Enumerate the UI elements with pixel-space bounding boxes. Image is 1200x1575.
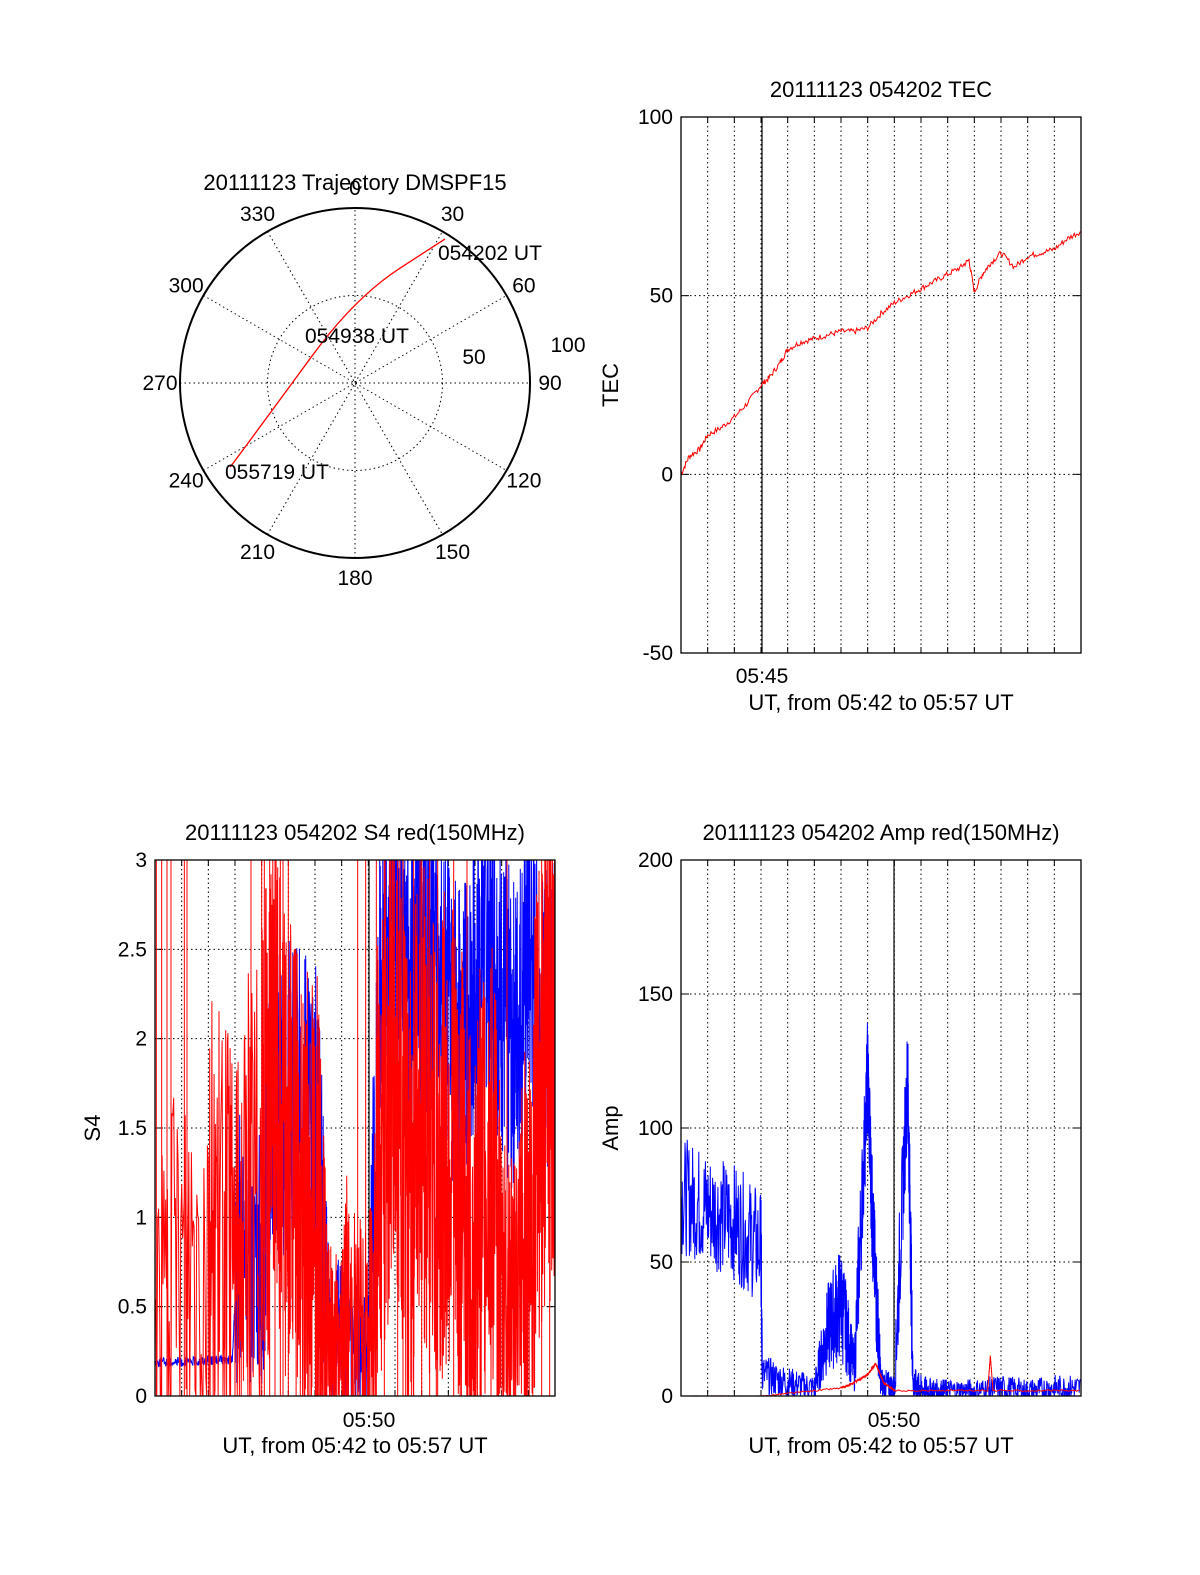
amp-plot: 20111123 054202 Amp red(150MHz) Amp 05:5… — [598, 820, 1082, 1458]
s4-xlabel: UT, from 05:42 to 05:57 UT — [222, 1433, 487, 1458]
s4-plot-frame — [154, 859, 556, 1397]
polar-azimuth-label: 300 — [169, 275, 204, 298]
tec-ylabel: TEC — [598, 363, 623, 407]
s4-ytick-label: 0 — [135, 1385, 147, 1408]
tec-ytick-label: -50 — [643, 642, 673, 665]
tec-ytick-label: 100 — [638, 106, 673, 129]
polar-azimuth-label: 180 — [337, 567, 372, 590]
polar-azimuth-label: 60 — [512, 275, 535, 298]
s4-ylabel: S4 — [80, 1115, 105, 1142]
ring-label-100: 100 — [550, 334, 585, 357]
amp-ylabel: Amp — [598, 1105, 623, 1150]
s4-ytick-label: 3 — [135, 849, 147, 872]
polar-azimuth-label: 150 — [435, 541, 470, 564]
s4-ytick-label: 1.5 — [118, 1117, 147, 1140]
amp-ytick-label: 50 — [650, 1251, 673, 1274]
s4-ytick-label: 1 — [135, 1206, 147, 1229]
polar-azimuth-label: 240 — [169, 470, 204, 493]
s4-xtick-label: 05:50 — [343, 1409, 396, 1432]
amp-plot-frame — [680, 859, 1082, 1397]
tec-ytick-label: 0 — [661, 463, 673, 486]
amp-series-0 — [681, 1022, 1081, 1396]
polar-grid — [180, 208, 530, 558]
amp-ytick-label: 200 — [638, 849, 673, 872]
s4-ytick-label: 0.5 — [118, 1296, 147, 1319]
tec-series-group — [681, 230, 1081, 475]
tec-xtick-label: 05:45 — [736, 665, 789, 688]
trajectory-mid-label: 054938 UT — [305, 325, 409, 348]
amp-xtick-label: 05:50 — [868, 1409, 921, 1432]
s4-title: 20111123 054202 S4 red(150MHz) — [185, 820, 525, 845]
trajectory-line — [229, 238, 446, 468]
tec-ytick-label: 50 — [650, 285, 673, 308]
ring-label-50: 50 — [462, 346, 485, 369]
s4-series-group — [155, 860, 555, 1396]
polar-azimuth-label: 330 — [240, 203, 275, 226]
polar-azimuth-label: 210 — [240, 541, 275, 564]
tec-plot: 20111123 054202 TEC TEC 05:45 UT, from 0… — [598, 77, 1082, 715]
amp-ytick-label: 100 — [638, 1117, 673, 1140]
polar-azimuth-labels: 0 30 60 90 120 150 180 210 240 270 300 330 — [142, 177, 561, 590]
amp-title: 20111123 054202 Amp red(150MHz) — [702, 820, 1059, 845]
polar-azimuth-label: 0 — [349, 177, 361, 200]
trajectory-end-label: 055719 UT — [225, 461, 329, 484]
amp-xlabel: UT, from 05:42 to 05:57 UT — [748, 1433, 1013, 1458]
tec-plot-frame — [680, 116, 1082, 654]
amp-series-group — [681, 1022, 1081, 1396]
tec-title: 20111123 054202 TEC — [770, 77, 992, 102]
trajectory-start-label: 054202 UT — [438, 242, 542, 265]
polar-azimuth-label: 270 — [142, 372, 177, 395]
tec-series-0 — [681, 230, 1081, 475]
polar-title: 20111123 Trajectory DMSPF15 — [203, 170, 506, 195]
polar-trajectory-plot: 20111123 Trajectory DMSPF15 0 30 60 90 120 15… — [142, 170, 585, 590]
s4-series-1 — [155, 860, 555, 1396]
polar-outer-circle — [179, 207, 531, 559]
amp-ytick-label: 0 — [661, 1385, 673, 1408]
amp-series-1 — [681, 1355, 1080, 1396]
s4-ytick-label: 2.5 — [118, 938, 147, 961]
polar-azimuth-label: 30 — [441, 203, 464, 226]
s4-plot: 20111123 054202 S4 red(150MHz) S4 05:50 … — [80, 820, 556, 1458]
polar-azimuth-label: 90 — [538, 372, 561, 395]
tec-xlabel: UT, from 05:42 to 05:57 UT — [748, 690, 1013, 715]
amp-ytick-label: 150 — [638, 983, 673, 1006]
s4-ytick-label: 2 — [135, 1028, 147, 1051]
polar-azimuth-label: 120 — [506, 470, 541, 493]
